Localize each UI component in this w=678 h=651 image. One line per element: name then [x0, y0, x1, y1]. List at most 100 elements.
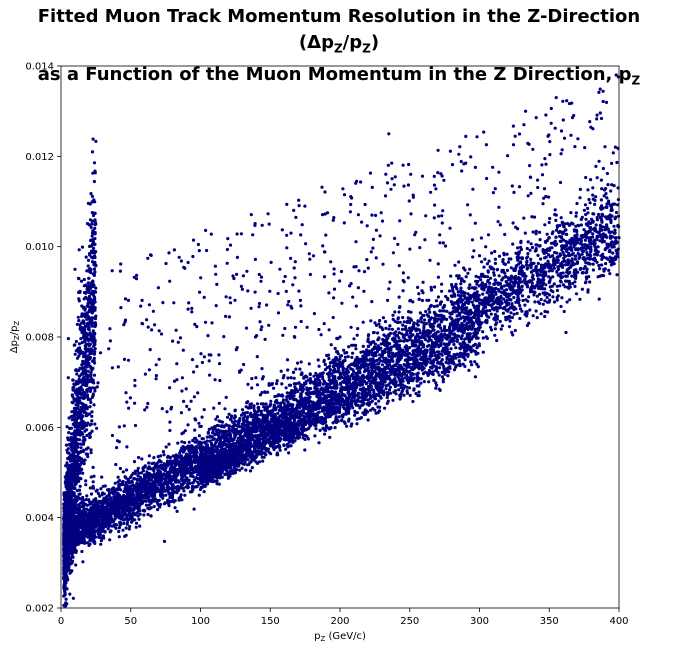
scatter-point: [147, 465, 151, 469]
scatter-point: [187, 478, 191, 482]
scatter-point: [127, 527, 131, 531]
scatter-point: [143, 496, 147, 500]
scatter-point: [121, 528, 125, 532]
scatter-point: [329, 343, 333, 347]
scatter-point: [495, 338, 499, 343]
scatter-point: [481, 350, 485, 354]
scatter-point: [442, 309, 446, 313]
scatter-point: [355, 333, 359, 337]
scatter-point: [466, 312, 470, 316]
scatter-point: [432, 304, 436, 309]
scatter-point: [512, 295, 516, 300]
scatter-point: [568, 282, 572, 286]
scatter-point: [350, 355, 354, 359]
scatter-point: [156, 455, 160, 459]
scatter-point: [417, 340, 421, 344]
scatter-point: [514, 292, 518, 296]
scatter-point: [198, 440, 202, 444]
scatter-point: [509, 266, 513, 270]
scatter-point: [447, 289, 452, 293]
scatter-point: [535, 294, 539, 298]
scatter-point: [543, 256, 547, 260]
scatter-point: [473, 313, 477, 318]
scatter-point: [152, 505, 156, 509]
scatter-point: [128, 524, 132, 529]
scatter-point: [122, 521, 126, 526]
scatter-point: [406, 338, 410, 343]
scatter-point: [544, 273, 548, 277]
scatter-point: [112, 495, 116, 499]
scatter-point: [353, 363, 357, 367]
scatter-point: [580, 287, 585, 291]
scatter-point: [609, 219, 613, 223]
scatter-point: [616, 214, 621, 218]
scatter-point: [535, 316, 539, 320]
scatter-point: [541, 248, 545, 252]
scatter-point: [162, 539, 167, 544]
scatter-point: [558, 284, 562, 288]
scatter-point: [495, 309, 499, 313]
scatter-point: [598, 227, 602, 231]
scatter-point: [584, 217, 588, 221]
scatter-point: [119, 522, 123, 527]
scatter-point: [197, 493, 201, 497]
scatter-point: [390, 327, 394, 331]
scatter-point: [391, 351, 395, 355]
scatter-point: [521, 272, 525, 276]
scatter-point: [507, 257, 511, 261]
scatter-point: [609, 236, 613, 240]
scatter-point: [277, 393, 281, 397]
scatter-point: [587, 197, 591, 202]
scatter-point: [599, 198, 604, 202]
scatter-point: [513, 328, 517, 333]
scatter-point: [615, 273, 619, 277]
scatter-point: [99, 539, 103, 543]
scatter-point: [501, 311, 505, 315]
scatter-point: [600, 263, 604, 267]
scatter-point: [485, 336, 489, 340]
scatter-point: [555, 251, 559, 255]
scatter-point: [227, 424, 231, 428]
scatter-point: [525, 263, 529, 267]
scatter-point: [584, 230, 588, 234]
scatter-point: [479, 314, 483, 318]
scatter-point: [573, 254, 577, 258]
scatter-point: [593, 256, 597, 260]
scatter-point: [583, 238, 588, 242]
scatter-point: [565, 300, 569, 304]
scatter-point: [180, 440, 184, 444]
scatter-point: [592, 212, 596, 216]
scatter-point: [559, 239, 563, 243]
scatter-point: [500, 278, 504, 282]
scatter-point: [354, 343, 358, 347]
scatter-point: [307, 362, 311, 366]
scatter-point: [534, 309, 538, 313]
scatter-point: [417, 344, 421, 348]
scatter-point: [515, 311, 519, 315]
scatter-point: [575, 241, 580, 245]
scatter-point: [360, 363, 364, 367]
scatter-point: [400, 327, 404, 331]
scatter-point: [600, 273, 604, 277]
scatter-point: [142, 473, 146, 477]
scatter-point: [558, 279, 563, 283]
scatter-point: [402, 339, 406, 343]
scatter-point: [571, 260, 575, 264]
scatter-point: [424, 338, 428, 342]
scatter-point: [438, 366, 442, 370]
scatter-point: [102, 492, 106, 496]
scatter-point: [516, 282, 520, 287]
scatter-point: [495, 307, 499, 311]
scatter-point: [198, 424, 202, 429]
scatter-point: [543, 287, 547, 291]
scatter-point: [531, 230, 535, 234]
scatter-point: [205, 439, 209, 443]
scatter-point: [573, 284, 577, 288]
scatter-point: [99, 542, 103, 546]
scatter-point: [534, 248, 538, 252]
scatter-point: [539, 312, 543, 316]
scatter-point: [113, 481, 117, 485]
scatter-point: [564, 274, 568, 278]
scatter-point: [327, 375, 331, 379]
scatter-point: [475, 299, 480, 303]
